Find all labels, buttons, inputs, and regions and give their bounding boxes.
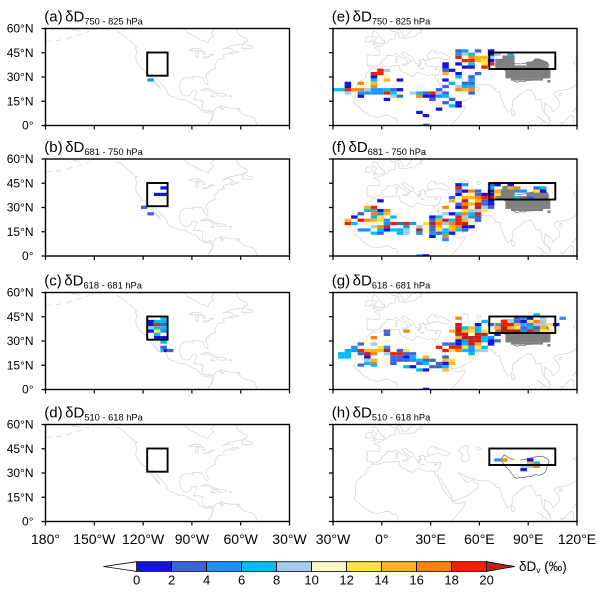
svg-text:30°N: 30°N bbox=[7, 466, 34, 480]
svg-text:15°N: 15°N bbox=[7, 225, 34, 239]
svg-text:4: 4 bbox=[203, 573, 210, 588]
svg-text:60°E: 60°E bbox=[464, 531, 495, 547]
svg-text:90°W: 90°W bbox=[175, 531, 210, 547]
svg-text:60°N: 60°N bbox=[7, 22, 34, 36]
svg-text:0°: 0° bbox=[22, 383, 34, 397]
svg-text:15°N: 15°N bbox=[7, 95, 34, 109]
svg-text:δDv (‰): δDv (‰) bbox=[519, 559, 567, 575]
svg-text:120°E: 120°E bbox=[558, 531, 596, 547]
svg-text:120°W: 120°W bbox=[122, 531, 165, 547]
svg-text:16: 16 bbox=[409, 573, 423, 588]
svg-text:0°: 0° bbox=[22, 515, 34, 529]
svg-text:20: 20 bbox=[479, 573, 493, 588]
svg-text:45°N: 45°N bbox=[7, 442, 34, 456]
svg-text:2: 2 bbox=[168, 573, 175, 588]
svg-text:0°: 0° bbox=[375, 531, 388, 547]
svg-text:45°N: 45°N bbox=[7, 176, 34, 190]
svg-text:30°N: 30°N bbox=[7, 334, 34, 348]
svg-text:8: 8 bbox=[273, 573, 280, 588]
svg-text:18: 18 bbox=[444, 573, 458, 588]
svg-text:10: 10 bbox=[304, 573, 318, 588]
svg-text:90°E: 90°E bbox=[513, 531, 544, 547]
svg-text:15°N: 15°N bbox=[7, 490, 34, 504]
svg-text:45°N: 45°N bbox=[7, 46, 34, 60]
svg-text:45°N: 45°N bbox=[7, 310, 34, 324]
svg-text:60°W: 60°W bbox=[224, 531, 259, 547]
svg-text:30°N: 30°N bbox=[7, 70, 34, 84]
svg-text:30°E: 30°E bbox=[415, 531, 446, 547]
svg-text:30°N: 30°N bbox=[7, 201, 34, 215]
svg-text:12: 12 bbox=[339, 573, 353, 588]
svg-text:60°N: 60°N bbox=[7, 418, 34, 432]
svg-text:14: 14 bbox=[374, 573, 388, 588]
svg-text:0°: 0° bbox=[22, 249, 34, 263]
svg-text:0°: 0° bbox=[22, 119, 34, 133]
svg-text:180°: 180° bbox=[31, 531, 60, 547]
svg-text:30°W: 30°W bbox=[272, 531, 307, 547]
svg-text:60°N: 60°N bbox=[7, 286, 34, 300]
svg-text:0: 0 bbox=[133, 573, 140, 588]
svg-text:60°N: 60°N bbox=[7, 152, 34, 166]
svg-text:15°N: 15°N bbox=[7, 358, 34, 372]
svg-text:30°W: 30°W bbox=[316, 531, 351, 547]
svg-text:150°W: 150°W bbox=[73, 531, 116, 547]
svg-text:6: 6 bbox=[238, 573, 245, 588]
